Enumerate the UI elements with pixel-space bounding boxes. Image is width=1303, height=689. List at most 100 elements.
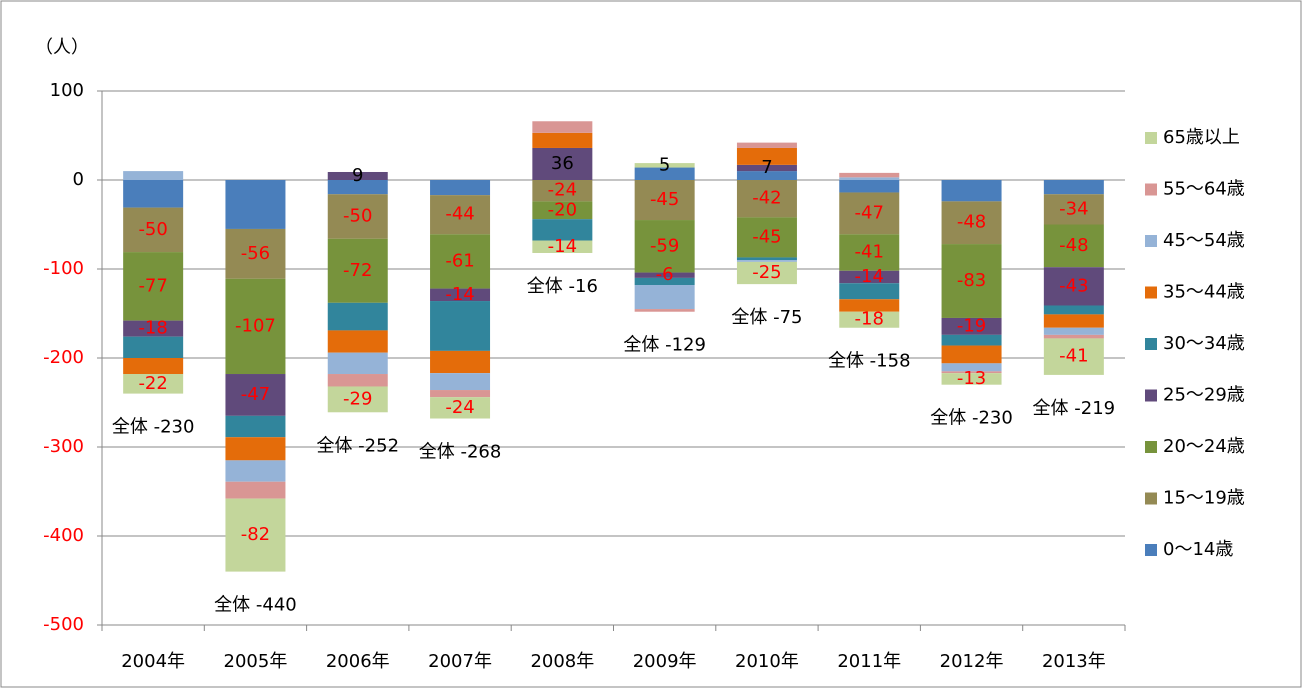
total-label: 全体 -230 — [930, 408, 1013, 429]
data-label: -14 — [855, 266, 884, 287]
bar-segment — [327, 386, 388, 413]
bar-segment — [123, 171, 184, 180]
bar-segment — [634, 272, 695, 278]
bar-segment — [839, 234, 900, 271]
x-tick-label: 2012年 — [940, 651, 1004, 672]
bar-segment — [839, 180, 900, 193]
legend-label: 0〜14歳 — [1163, 539, 1233, 560]
data-label: -24 — [548, 180, 577, 201]
data-label: -41 — [1059, 346, 1088, 367]
y-tick-label: -200 — [43, 347, 84, 368]
bar-segment — [532, 180, 593, 202]
total-label: 全体 -440 — [214, 595, 297, 616]
data-label: -22 — [138, 373, 167, 394]
bar-segment — [327, 352, 388, 375]
bar-segment — [430, 234, 491, 289]
bar-segment — [736, 261, 797, 285]
y-tick-label: 100 — [50, 80, 84, 101]
data-label: -48 — [1059, 235, 1088, 256]
unit-label: （人） — [35, 37, 89, 58]
bar-segment — [532, 121, 593, 133]
bar-segment — [941, 363, 1002, 372]
bar-segment — [1043, 314, 1104, 328]
data-label: -14 — [548, 236, 577, 257]
legend-swatch — [1145, 492, 1157, 505]
data-label: -34 — [1059, 198, 1088, 219]
data-label: 36 — [551, 153, 574, 174]
data-label: -50 — [138, 219, 167, 240]
bar-segment — [225, 228, 286, 279]
total-label: 全体 -230 — [112, 417, 195, 438]
bar-segment — [327, 330, 388, 353]
data-label: -72 — [343, 260, 372, 281]
data-label: -24 — [445, 397, 474, 418]
bar-segment — [225, 415, 286, 438]
bar-segment — [634, 285, 695, 310]
data-label: -59 — [650, 235, 679, 256]
bar-segment — [736, 260, 797, 262]
data-label: -48 — [957, 212, 986, 233]
bar-segment — [532, 147, 593, 180]
bar-segment — [123, 320, 184, 337]
bar-segment — [941, 180, 1002, 202]
legend-label: 20〜24歳 — [1163, 436, 1245, 457]
data-label: -18 — [138, 318, 167, 339]
bar-segment — [839, 299, 900, 312]
data-label: -19 — [957, 315, 986, 336]
data-label: -41 — [855, 242, 884, 263]
bar-segment — [634, 163, 695, 168]
bar-segment — [225, 180, 286, 229]
bar-segment — [430, 373, 491, 391]
bar-segment — [225, 374, 286, 416]
bar-segment — [736, 217, 797, 258]
bar-segment — [532, 132, 593, 148]
x-tick-label: 2010年 — [735, 651, 799, 672]
data-label: -13 — [957, 368, 986, 389]
bar-segment — [1043, 334, 1104, 339]
bar-segment — [1043, 338, 1104, 375]
legend-swatch — [1145, 544, 1157, 556]
bar-segment — [736, 180, 797, 218]
bar-segment — [123, 252, 184, 321]
data-label: -25 — [752, 262, 781, 283]
bar-segment — [327, 374, 388, 387]
legend-swatch — [1145, 441, 1157, 453]
bar-segment — [327, 194, 388, 239]
bar-segment — [327, 180, 388, 195]
bar-segment — [736, 164, 797, 172]
data-label: -45 — [650, 189, 679, 210]
bar-segment — [327, 171, 388, 180]
bar-segment — [634, 180, 695, 221]
bar-segment — [1043, 267, 1104, 306]
bar-segment — [839, 270, 900, 284]
data-label: -56 — [241, 243, 270, 264]
legend-swatch — [1145, 286, 1157, 299]
y-tick-label: -400 — [43, 525, 84, 546]
legend-swatch — [1145, 183, 1157, 196]
data-label: -6 — [656, 264, 674, 285]
y-tick-label: -300 — [43, 436, 84, 457]
bar-segment — [225, 460, 286, 482]
bar-segment — [941, 244, 1002, 318]
bar-segment — [839, 177, 900, 180]
legend-swatch — [1145, 235, 1157, 247]
bar-segment — [225, 437, 286, 461]
legend-label: 30〜34歳 — [1163, 333, 1245, 354]
bar-segment — [123, 374, 184, 394]
data-label: -50 — [343, 205, 372, 226]
bar-segment — [941, 371, 1002, 374]
bar-segment — [430, 301, 491, 351]
total-label: 全体 -16 — [527, 276, 598, 297]
data-label: -18 — [855, 309, 884, 330]
total-label: 全体 -75 — [731, 307, 802, 328]
legend-label: 25〜29歳 — [1163, 385, 1245, 406]
legend-label: 45〜54歳 — [1163, 230, 1245, 251]
bar-segment — [430, 397, 491, 419]
bar-segment — [634, 277, 695, 286]
bar-segment — [430, 288, 491, 302]
data-label: -82 — [241, 524, 270, 545]
data-label: -47 — [241, 384, 270, 405]
bar-segment — [532, 201, 593, 220]
data-label: 7 — [761, 157, 772, 178]
y-tick-label: -100 — [43, 258, 84, 279]
